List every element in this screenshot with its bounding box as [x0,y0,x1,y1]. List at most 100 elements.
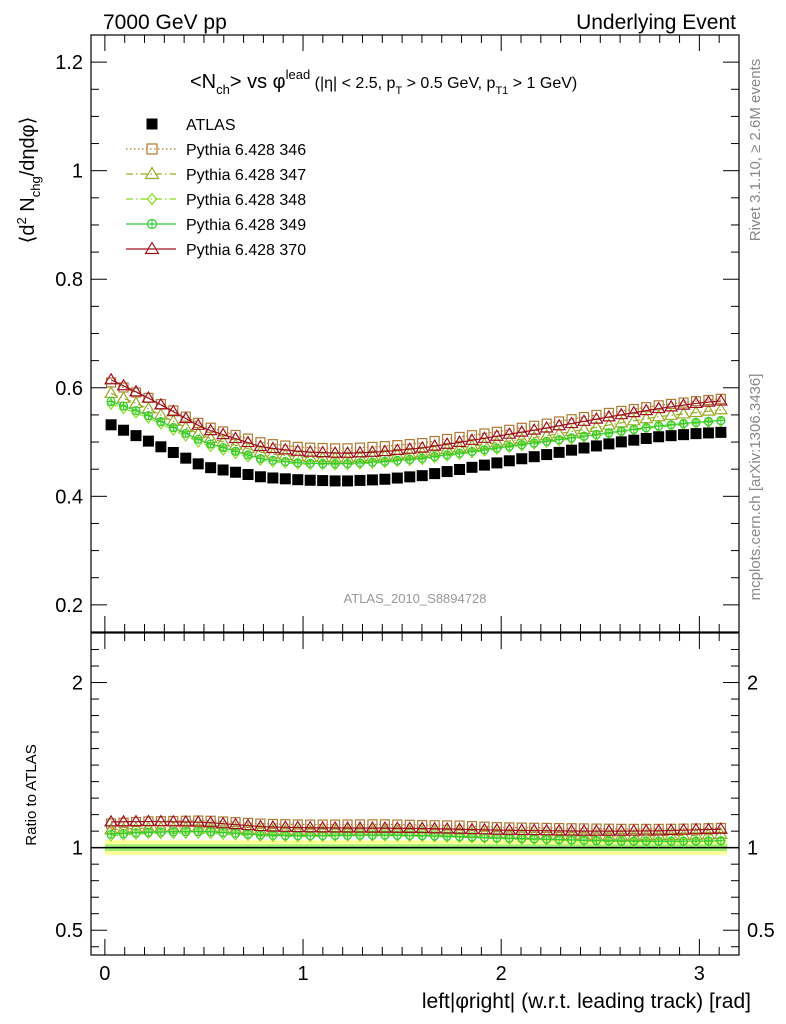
data-point [166,404,181,417]
ratio-point [203,815,218,828]
ratio-point [392,830,403,842]
ratio-point [654,836,664,846]
ratio-ytick-label-left: 2 [72,673,83,695]
data-point [566,444,578,456]
ratio-point [255,830,266,840]
data-point [640,432,652,444]
data-point [641,423,651,433]
ratio-point [713,822,728,834]
ratio-line [111,820,721,832]
data-point [265,441,280,454]
data-point [678,418,689,429]
ratio-point [517,833,527,844]
data-point [440,437,455,449]
data-point [690,428,702,440]
legend: ATLAS Pythia 6.428 346 Pythia 6.428 347 Pyt… [126,117,306,259]
data-point [192,458,204,470]
ratio-ytick-label-right: 0.5 [747,920,775,942]
title-phi: φ [273,71,286,93]
data-point [415,440,430,453]
series-line [110,381,721,449]
data-point [330,459,340,469]
ratio-point [529,822,540,833]
series-atlas [105,419,727,487]
data-point [542,436,552,446]
ratio-point [541,833,552,846]
legend-label: Pythia 6.428 347 [186,167,306,184]
data-point [454,448,465,458]
ratio-point [579,835,589,847]
legend-item: Pythia 6.428 370 [126,241,306,259]
data-point [404,471,416,483]
ratio-point [467,831,477,844]
ratio-point [253,819,268,832]
ratio-point [156,827,166,837]
ratio-point [380,829,390,842]
ratio-point [104,814,119,827]
ratio-point [228,817,243,830]
data-point [467,446,477,457]
ratio-point [541,822,552,834]
ratio-point [141,814,156,827]
title-cuts-b: > 0.5 GeV, p [402,75,495,92]
ratio-point [402,821,417,833]
ratio-point [292,830,303,843]
ratio-point [529,833,539,846]
data-point [527,422,542,435]
ratio-point [329,819,341,830]
ratio-point [466,821,478,832]
x-tick-label: 2 [496,963,507,985]
ratio-point [268,830,278,840]
ratio-point [168,827,178,837]
data-point [528,451,540,463]
ratio-point [342,830,353,840]
ratio-point [417,830,427,843]
ratio-point [243,829,253,839]
data-point [691,417,701,427]
data-point [317,475,329,487]
header-left: 7000 GeV pp [103,11,227,34]
data-point [529,438,539,448]
ratio-point [554,834,564,847]
data-point [118,424,130,436]
data-point [566,433,577,443]
ratio-point [390,821,405,833]
ratio-point [467,832,477,842]
ratio-point [641,835,651,848]
data-point [628,403,639,415]
main-panel: 0.2 0.4 0.6 0.8 1 1.2 [55,34,740,633]
data-point [329,475,341,487]
ratio-point [280,830,290,841]
data-point [491,457,503,469]
ratio-point [578,823,590,834]
data-point [365,445,380,457]
side-text-bottom: mcplots.cern.ch [arXiv:1306.3436] [747,374,764,601]
data-point [688,396,704,409]
data-point [318,458,328,469]
ratio-point [479,832,490,843]
data-point [205,462,217,474]
ratio-point [591,835,602,848]
data-point [628,434,640,446]
ratio-point [193,826,203,837]
ratio-point [106,829,116,839]
data-point [554,434,564,445]
ratio-point [367,819,378,830]
ratio-point [504,832,515,845]
ratio-point [454,832,465,842]
data-point [267,472,279,484]
data-point [591,429,602,440]
ratio-point [280,830,291,843]
data-point [391,472,403,484]
data-point [315,445,330,458]
data-point [142,435,154,447]
ratio-point [242,817,254,828]
data-point [342,475,354,487]
data-point [153,397,168,410]
ratio-point [666,835,676,848]
data-point [131,406,141,416]
ratio-point [392,830,402,840]
ratio-point [318,830,328,841]
data-point [466,461,478,473]
